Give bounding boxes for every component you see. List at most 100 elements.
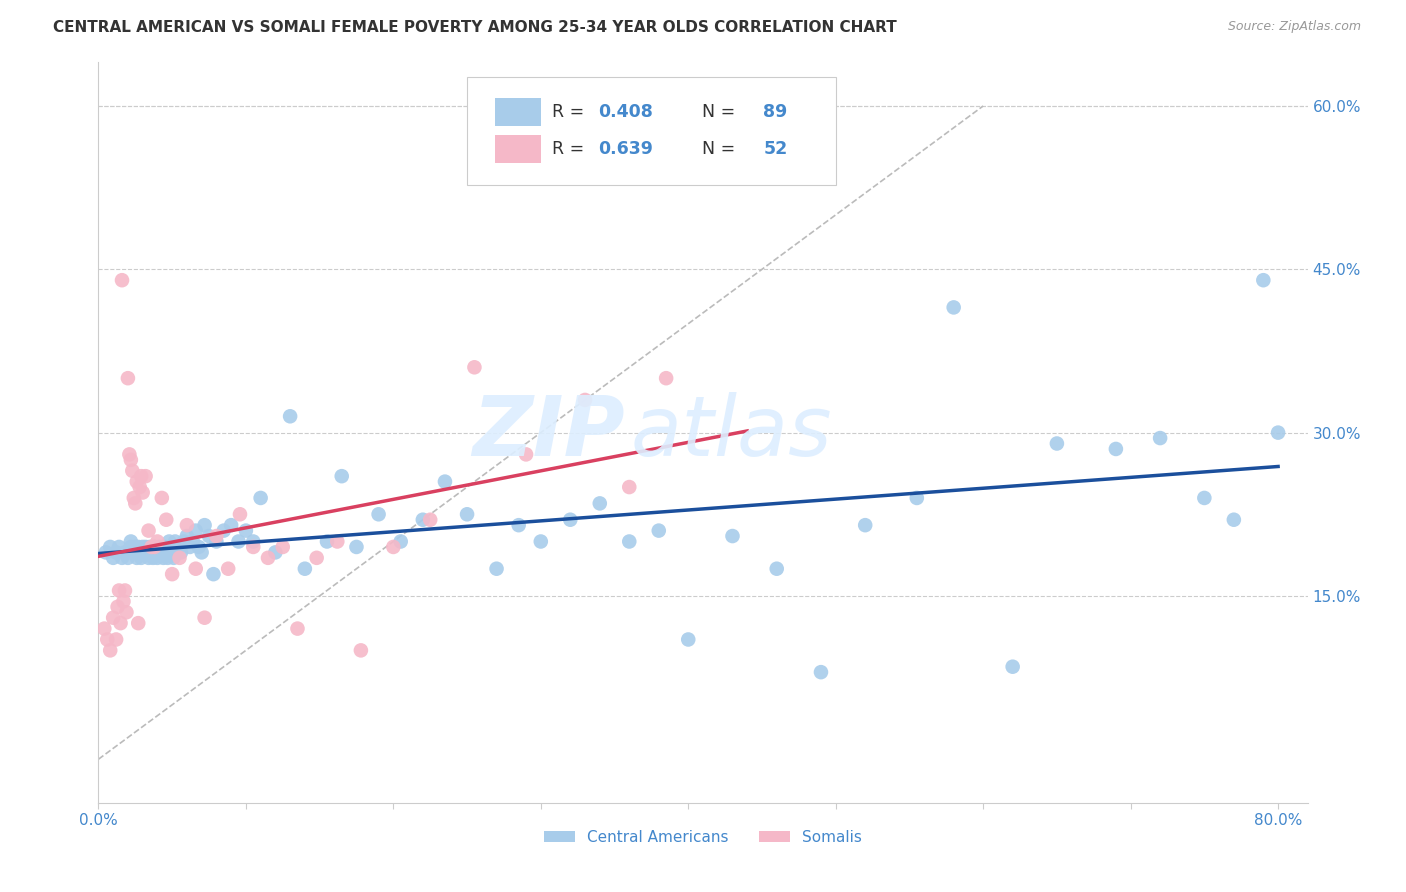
Point — [131, 485, 153, 500]
Point — [219, 518, 242, 533]
Point — [485, 562, 508, 576]
Point — [264, 545, 287, 559]
Point — [619, 534, 641, 549]
Point — [433, 475, 456, 489]
Point — [93, 622, 115, 636]
Point — [118, 447, 141, 461]
Point — [235, 524, 257, 538]
Point — [367, 508, 389, 522]
Text: atlas: atlas — [630, 392, 832, 473]
Point — [114, 583, 136, 598]
Point — [229, 508, 252, 522]
Point — [129, 550, 152, 565]
Point — [765, 562, 787, 576]
Point — [560, 513, 582, 527]
Text: CENTRAL AMERICAN VS SOMALI FEMALE POVERTY AMONG 25-34 YEAR OLDS CORRELATION CHAR: CENTRAL AMERICAN VS SOMALI FEMALE POVERT… — [53, 20, 897, 35]
Point — [287, 622, 309, 636]
Text: N =: N = — [690, 103, 741, 121]
Point — [135, 469, 157, 483]
Point — [1223, 513, 1246, 527]
Point — [905, 491, 928, 505]
Point — [127, 616, 149, 631]
Point — [1267, 425, 1289, 440]
Point — [1149, 431, 1171, 445]
Point — [721, 529, 744, 543]
Text: R =: R = — [551, 140, 589, 158]
Text: 89: 89 — [763, 103, 787, 121]
Point — [108, 583, 131, 598]
Point — [257, 550, 280, 565]
Point — [108, 540, 131, 554]
Point — [619, 480, 641, 494]
Point — [187, 540, 209, 554]
Point — [122, 491, 145, 505]
Point — [105, 545, 128, 559]
Point — [105, 632, 128, 647]
Point — [111, 273, 134, 287]
Point — [98, 643, 121, 657]
Point — [162, 550, 184, 565]
Point — [176, 529, 198, 543]
Point — [205, 529, 228, 543]
Point — [173, 534, 195, 549]
Point — [150, 491, 173, 505]
Point — [111, 550, 134, 565]
Point — [530, 534, 553, 549]
Point — [184, 562, 207, 576]
Point — [110, 616, 132, 631]
Point — [124, 540, 146, 554]
Text: N =: N = — [690, 140, 741, 158]
Point — [149, 545, 172, 559]
Point — [117, 371, 139, 385]
Point — [382, 540, 405, 554]
Point — [463, 360, 485, 375]
Point — [810, 665, 832, 680]
Point — [101, 550, 124, 565]
Text: 0.408: 0.408 — [598, 103, 652, 121]
Point — [184, 524, 207, 538]
Point — [678, 632, 700, 647]
Point — [129, 469, 152, 483]
Point — [1046, 436, 1069, 450]
Point — [330, 469, 353, 483]
Point — [942, 301, 965, 315]
Point — [146, 550, 169, 565]
Point — [169, 550, 191, 565]
Point — [148, 540, 170, 554]
Point — [181, 534, 204, 549]
Point — [648, 524, 671, 538]
Point — [589, 496, 612, 510]
Point — [170, 545, 193, 559]
Point — [155, 545, 177, 559]
Point — [389, 534, 412, 549]
Text: ZIP: ZIP — [472, 392, 624, 473]
Point — [143, 540, 166, 554]
Point — [141, 545, 163, 559]
Point — [153, 540, 176, 554]
Point — [112, 594, 135, 608]
Point — [125, 550, 148, 565]
Point — [152, 550, 174, 565]
Point — [198, 529, 221, 543]
Point — [96, 632, 118, 647]
Point — [326, 534, 349, 549]
Point — [412, 513, 434, 527]
Point — [294, 562, 316, 576]
Point — [853, 518, 876, 533]
Point — [655, 371, 678, 385]
Point — [125, 475, 148, 489]
FancyBboxPatch shape — [495, 135, 541, 163]
Text: Source: ZipAtlas.com: Source: ZipAtlas.com — [1227, 20, 1361, 33]
Point — [228, 534, 250, 549]
Point — [316, 534, 339, 549]
Point — [138, 524, 160, 538]
Point — [120, 453, 142, 467]
Point — [124, 496, 146, 510]
Point — [242, 534, 264, 549]
Point — [128, 545, 150, 559]
Point — [157, 534, 180, 549]
Point — [117, 550, 139, 565]
Point — [202, 567, 225, 582]
Point — [271, 540, 294, 554]
FancyBboxPatch shape — [495, 98, 541, 126]
